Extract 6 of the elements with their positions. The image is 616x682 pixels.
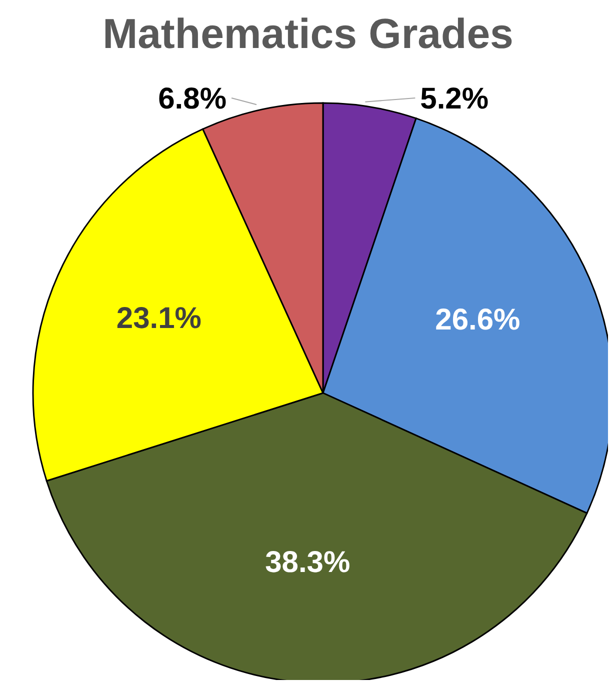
- data-label: 38.3%: [265, 546, 350, 580]
- data-label: 23.1%: [116, 302, 202, 335]
- chart-title: Mathematics Grades: [102, 10, 514, 58]
- data-label: 6.8%: [158, 82, 227, 116]
- data-label: 26.6%: [435, 303, 520, 336]
- data-label: 5.2%: [420, 82, 489, 116]
